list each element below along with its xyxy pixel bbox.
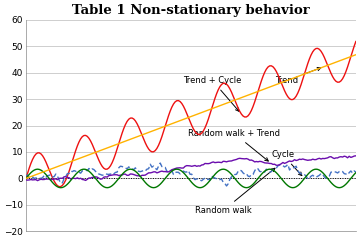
Text: Random walk: Random walk	[195, 168, 275, 215]
Text: Trend + Cycle: Trend + Cycle	[184, 76, 242, 111]
Title: Table 1 Non-stationary behavior: Table 1 Non-stationary behavior	[72, 4, 310, 17]
Text: Cycle: Cycle	[271, 150, 302, 176]
Text: Random walk + Trend: Random walk + Trend	[188, 129, 280, 161]
Text: Trend: Trend	[275, 67, 321, 85]
